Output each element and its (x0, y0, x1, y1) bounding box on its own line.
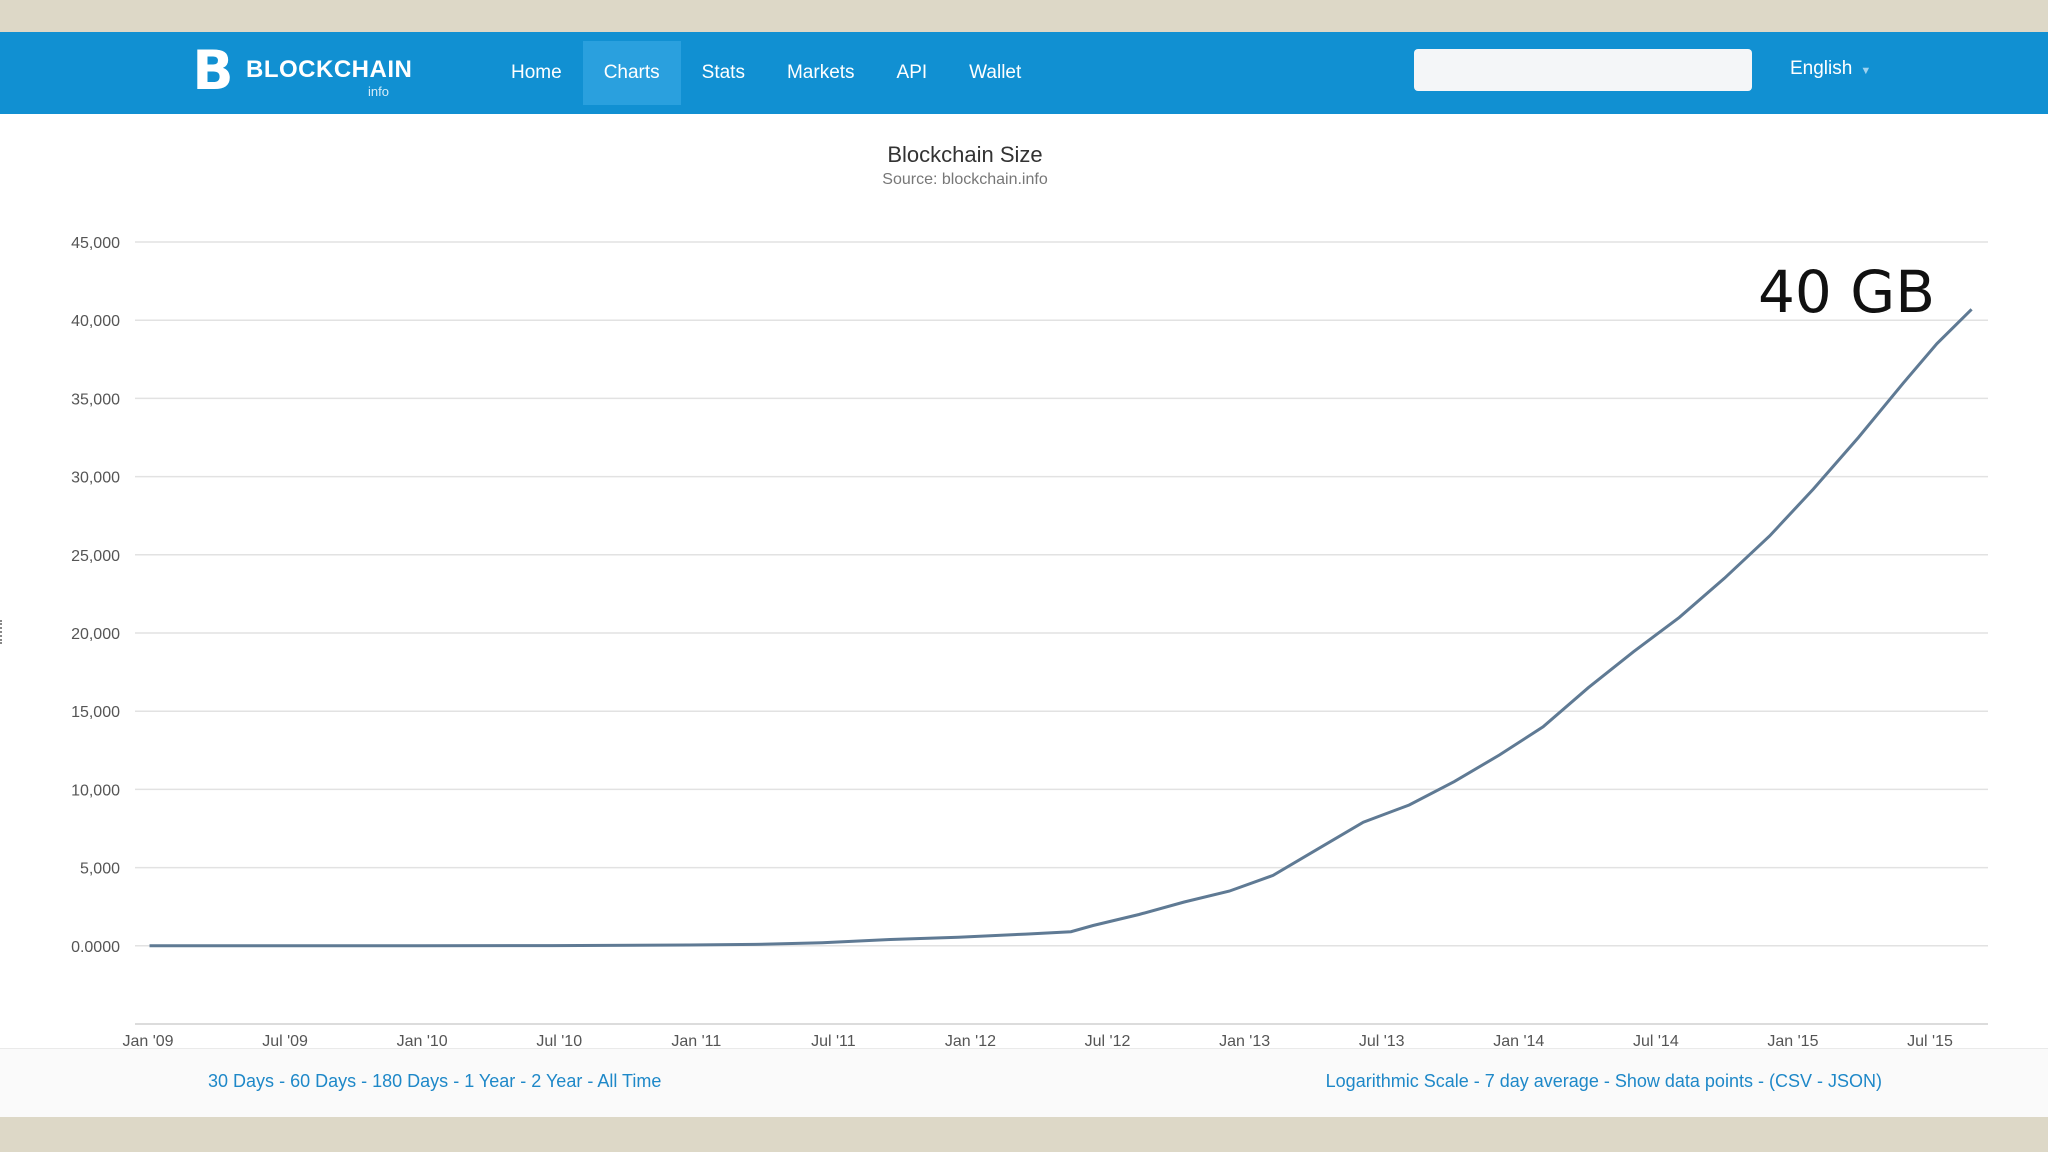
range-30-days[interactable]: 30 Days (208, 1071, 275, 1091)
y-tick-label: 10,000 (71, 782, 120, 799)
logarithmic-scale-link[interactable]: Logarithmic Scale (1325, 1071, 1469, 1091)
x-tick-label: Jul '15 (1907, 1033, 1953, 1048)
nav-api[interactable]: API (896, 62, 928, 83)
bitcoin-b-logo-icon: B (192, 39, 234, 102)
seven-day-average-link[interactable]: 7 day average (1484, 1071, 1599, 1091)
range-1-year[interactable]: 1 Year (464, 1071, 516, 1091)
blockchain-size-chart: Blockchain Size Source: blockchain.info … (71, 142, 1988, 1048)
x-axis-labels: Jan '09 Jul '09 Jan '10 Jul '10 Jan '11 Jul '… (122, 1033, 1953, 1048)
y-tick-label: 45,000 (71, 235, 120, 252)
range-all-time[interactable]: All Time (597, 1071, 662, 1091)
series-line (149, 308, 1973, 948)
x-tick-label: Jul '13 (1359, 1033, 1405, 1048)
x-tick-label: Jan '09 (122, 1033, 173, 1048)
show-data-points-link[interactable]: Show data points (1614, 1071, 1753, 1091)
caret-down-icon: ▼ (1860, 65, 1872, 77)
x-tick-label: Jan '15 (1767, 1033, 1818, 1048)
nav-home[interactable]: Home (511, 62, 562, 83)
site-logo[interactable]: B BLOCKCHAIN info (190, 40, 430, 106)
x-tick-label: Jan '12 (945, 1033, 996, 1048)
export-json-link[interactable]: JSON) (1828, 1071, 1882, 1091)
chart-footer: 30 Days - 60 Days - 180 Days - 1 Year - … (0, 1048, 2048, 1117)
chart-option-links: Logarithmic Scale - 7 day average - Show… (1325, 1071, 1882, 1091)
range-2-year[interactable]: 2 Year (531, 1071, 583, 1091)
x-tick-label: Jul '11 (811, 1033, 856, 1048)
range-60-days[interactable]: 60 Days (290, 1071, 357, 1091)
x-tick-label: Jul '12 (1085, 1033, 1131, 1048)
chart-title: Blockchain Size (887, 142, 1042, 167)
y-tick-label: 35,000 (71, 391, 120, 408)
logo-sub-text: info (368, 84, 389, 99)
gridlines (135, 241, 1988, 1025)
chart-annotation: 40 GB (1758, 258, 1935, 326)
search-input[interactable] (1414, 49, 1752, 91)
export-csv-link[interactable]: (CSV (1768, 1071, 1812, 1091)
time-range-links: 30 Days - 60 Days - 180 Days - 1 Year - … (208, 1071, 662, 1091)
y-tick-label: 30,000 (71, 470, 120, 487)
x-tick-label: Jan '13 (1219, 1033, 1270, 1048)
top-navbar: B BLOCKCHAIN info Home Charts Stats Mark… (0, 32, 2048, 114)
logo-text: BLOCKCHAIN (246, 56, 413, 83)
x-tick-label: Jan '14 (1493, 1033, 1544, 1048)
range-180-days[interactable]: 180 Days (372, 1071, 449, 1091)
chart-subtitle: Source: blockchain.info (882, 171, 1048, 188)
nav-stats[interactable]: Stats (701, 62, 745, 83)
nav-menu: Home Charts Stats Markets API Wallet (490, 32, 1042, 114)
x-tick-label: Jul '14 (1633, 1033, 1679, 1048)
language-label: English (1790, 58, 1853, 79)
nav-charts[interactable]: Charts (582, 41, 681, 105)
y-tick-label: 15,000 (71, 704, 120, 721)
language-select[interactable]: English ▼ (1790, 58, 1871, 80)
x-tick-label: Jan '10 (397, 1033, 448, 1048)
y-tick-label: 25,000 (71, 548, 120, 565)
x-tick-label: Jan '11 (671, 1033, 721, 1048)
x-tick-label: Jul '09 (262, 1033, 308, 1048)
y-tick-label: 40,000 (71, 313, 120, 330)
app-frame: B BLOCKCHAIN info Home Charts Stats Mark… (0, 32, 2048, 1117)
y-axis-labels: 0.0000 5,000 10,000 15,000 20,000 25,000 30,00… (71, 235, 120, 956)
nav-markets[interactable]: Markets (786, 62, 855, 83)
y-tick-label: 20,000 (71, 626, 120, 643)
y-tick-label: 5,000 (80, 861, 120, 878)
x-tick-label: Jul '10 (536, 1033, 582, 1048)
y-tick-label: 0.0000 (71, 939, 120, 956)
nav-wallet[interactable]: Wallet (969, 62, 1022, 83)
left-edge-handle (0, 620, 5, 644)
